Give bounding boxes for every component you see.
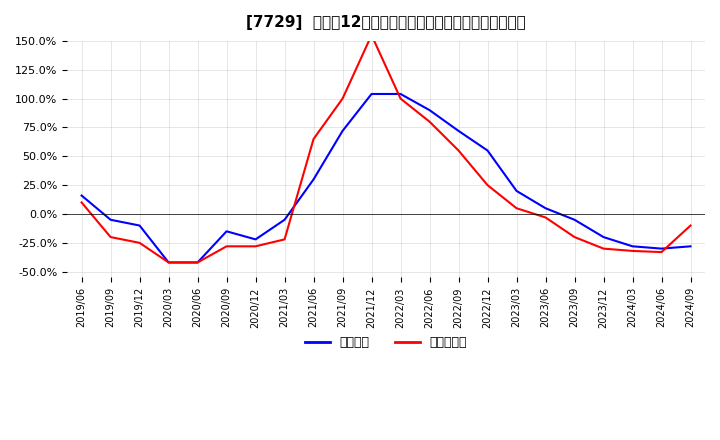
当期純利益	[657, 249, 666, 255]
経常利益	[338, 128, 347, 134]
当期純利益	[426, 119, 434, 125]
Line: 当期純利益: 当期純利益	[81, 35, 690, 263]
Title: [7729]  利益の12か月移動合計の対前年同期増減率の推移: [7729] 利益の12か月移動合計の対前年同期増減率の推移	[246, 15, 526, 30]
当期純利益	[628, 248, 636, 253]
当期純利益	[280, 237, 289, 242]
当期純利益	[599, 246, 608, 251]
経常利益	[454, 128, 463, 134]
経常利益	[483, 148, 492, 153]
経常利益	[135, 223, 144, 228]
経常利益	[280, 217, 289, 222]
経常利益	[426, 107, 434, 113]
当期純利益	[686, 223, 695, 228]
経常利益	[599, 235, 608, 240]
経常利益	[164, 260, 173, 265]
Line: 経常利益: 経常利益	[81, 94, 690, 263]
経常利益	[396, 92, 405, 97]
経常利益	[367, 92, 376, 97]
当期純利益	[251, 244, 260, 249]
経常利益	[686, 244, 695, 249]
当期純利益	[483, 183, 492, 188]
経常利益	[193, 260, 202, 265]
当期純利益	[107, 235, 115, 240]
当期純利益	[193, 260, 202, 265]
経常利益	[570, 217, 579, 222]
経常利益	[77, 193, 86, 198]
Legend: 経常利益, 当期純利益: 経常利益, 当期純利益	[300, 331, 472, 354]
当期純利益	[222, 244, 231, 249]
経常利益	[251, 237, 260, 242]
当期純利益	[77, 200, 86, 205]
経常利益	[222, 229, 231, 234]
当期純利益	[309, 136, 318, 142]
経常利益	[107, 217, 115, 222]
経常利益	[541, 205, 550, 211]
当期純利益	[135, 240, 144, 246]
当期純利益	[164, 260, 173, 265]
経常利益	[309, 177, 318, 182]
当期純利益	[396, 96, 405, 101]
当期純利益	[367, 33, 376, 38]
経常利益	[657, 246, 666, 251]
経常利益	[512, 188, 521, 194]
当期純利益	[512, 205, 521, 211]
当期純利益	[338, 96, 347, 101]
当期純利益	[570, 235, 579, 240]
当期純利益	[454, 148, 463, 153]
経常利益	[628, 244, 636, 249]
当期純利益	[541, 215, 550, 220]
